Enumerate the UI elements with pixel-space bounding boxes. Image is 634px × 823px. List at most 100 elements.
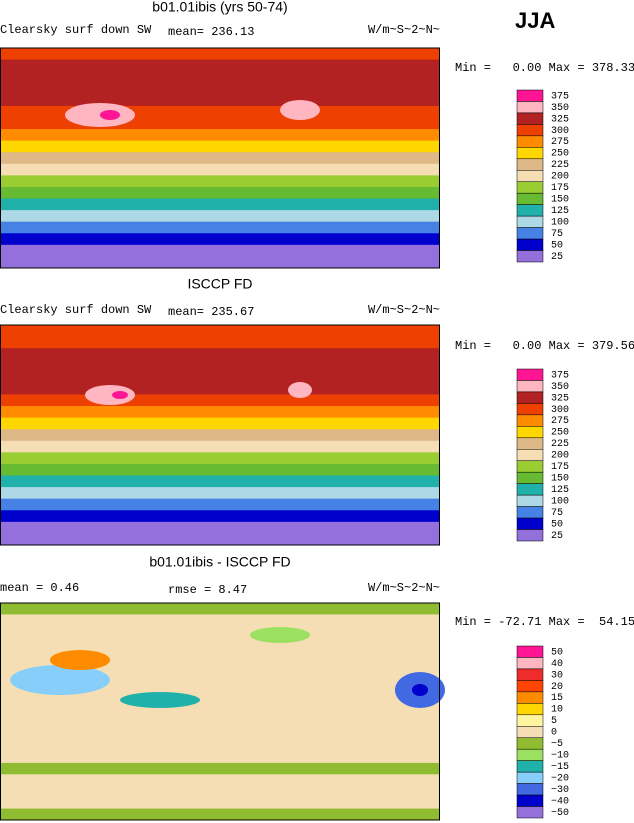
map-band — [0, 728, 440, 741]
colorbar-box — [516, 657, 544, 670]
colorbar-label: 125 — [551, 206, 569, 217]
units-label: W/m~S~2~N~ — [368, 23, 440, 37]
map-feature — [10, 665, 110, 695]
colorbar-label: 225 — [551, 160, 569, 171]
colorbar-box — [516, 204, 544, 217]
colorbar-label: 175 — [551, 462, 569, 473]
colorbar-label: 250 — [551, 428, 569, 439]
colorbar-box — [516, 494, 544, 507]
colorbar-box — [516, 368, 544, 381]
colorbar-box — [516, 250, 544, 263]
colorbar-box — [516, 680, 544, 693]
colorbar-label: 15 — [551, 693, 563, 704]
colorbar-box — [516, 483, 544, 496]
map-band — [0, 71, 440, 84]
stat-label: mean= 236.13 — [168, 25, 254, 39]
map-band — [0, 48, 440, 61]
colorbar-box — [516, 170, 544, 182]
colorbar-label: 200 — [551, 451, 569, 462]
colorbar-label: 100 — [551, 218, 569, 229]
map-band — [0, 452, 440, 465]
map-band — [0, 682, 440, 695]
colorbar-box — [516, 101, 544, 114]
colorbar-label: 50 — [551, 240, 563, 251]
map-band — [0, 221, 440, 234]
colorbar-label: 20 — [551, 682, 563, 693]
colorbar-box — [516, 668, 544, 681]
map-band — [0, 475, 440, 488]
colorbar-box — [516, 112, 544, 125]
colorbar-box — [516, 227, 544, 240]
colorbar-label: 125 — [551, 485, 569, 496]
map-feature — [100, 110, 120, 120]
map-band — [0, 140, 440, 153]
map-band — [0, 694, 440, 707]
colorbar-box — [516, 529, 544, 542]
colorbar-label: 375 — [551, 91, 569, 102]
colorbar-label: 375 — [551, 370, 569, 381]
left-label: mean = 0.46 — [0, 581, 79, 595]
left-label: Clearsky surf down SW — [0, 23, 152, 37]
colorbar-box — [516, 460, 544, 473]
colorbar-label: 75 — [551, 508, 563, 519]
colorbar-box — [516, 794, 544, 807]
map-band — [0, 648, 440, 661]
colorbar-box — [516, 726, 544, 738]
map-band — [0, 637, 440, 650]
colorbar-label: 40 — [551, 659, 563, 670]
units-label: W/m~S~2~N~ — [368, 581, 440, 595]
colorbar-box — [516, 158, 544, 171]
colorbar-label: 200 — [551, 172, 569, 183]
map-band — [0, 463, 440, 477]
colorbar-box — [516, 124, 544, 137]
map-band — [0, 797, 440, 810]
map-band — [0, 429, 440, 442]
map-band — [0, 603, 440, 615]
map-band — [0, 625, 440, 638]
map-band — [0, 717, 440, 730]
colorbar-label: 250 — [551, 149, 569, 160]
map-band — [0, 808, 440, 821]
map-band — [0, 336, 440, 349]
map-feature — [280, 100, 320, 120]
map-band — [0, 660, 440, 673]
colorbar-label: 50 — [551, 519, 563, 530]
map-band — [0, 440, 440, 453]
colorbar-box — [516, 645, 544, 658]
colorbar-label: −30 — [551, 785, 569, 796]
colorbar-box — [516, 748, 544, 761]
colorbar-label: −10 — [551, 751, 569, 762]
map-band — [0, 256, 440, 269]
map-band — [0, 117, 440, 130]
map-band — [0, 785, 440, 798]
colorbar-label: −40 — [551, 796, 569, 807]
stat-label: rmse = 8.47 — [168, 583, 247, 597]
map-band — [0, 487, 440, 500]
colorbar-label: 5 — [551, 716, 557, 727]
colorbar-label: 50 — [551, 647, 563, 658]
map-band — [0, 175, 440, 188]
colorbar-label: 225 — [551, 439, 569, 450]
colorbar-box — [516, 215, 544, 228]
colorbar-label: −50 — [551, 808, 569, 819]
map-band — [0, 510, 440, 523]
map-band — [0, 406, 440, 419]
map-band — [0, 359, 440, 372]
map-band — [0, 762, 440, 775]
map-band — [0, 382, 440, 395]
map-band — [0, 186, 440, 200]
colorbar-box — [516, 806, 544, 819]
units-label: W/m~S~2~N~ — [368, 303, 440, 317]
map-band — [0, 671, 440, 684]
colorbar-box — [516, 471, 544, 484]
map-band — [0, 533, 440, 546]
map-band — [0, 233, 440, 246]
colorbar-label: 275 — [551, 416, 569, 427]
panel-title: b01.01ibis - ISCCP FD — [149, 554, 290, 570]
colorbar-box — [516, 506, 544, 519]
colorbar-label: 350 — [551, 382, 569, 393]
map-band — [0, 348, 440, 361]
colorbar-box — [516, 714, 544, 727]
colorbar-label: 275 — [551, 137, 569, 148]
